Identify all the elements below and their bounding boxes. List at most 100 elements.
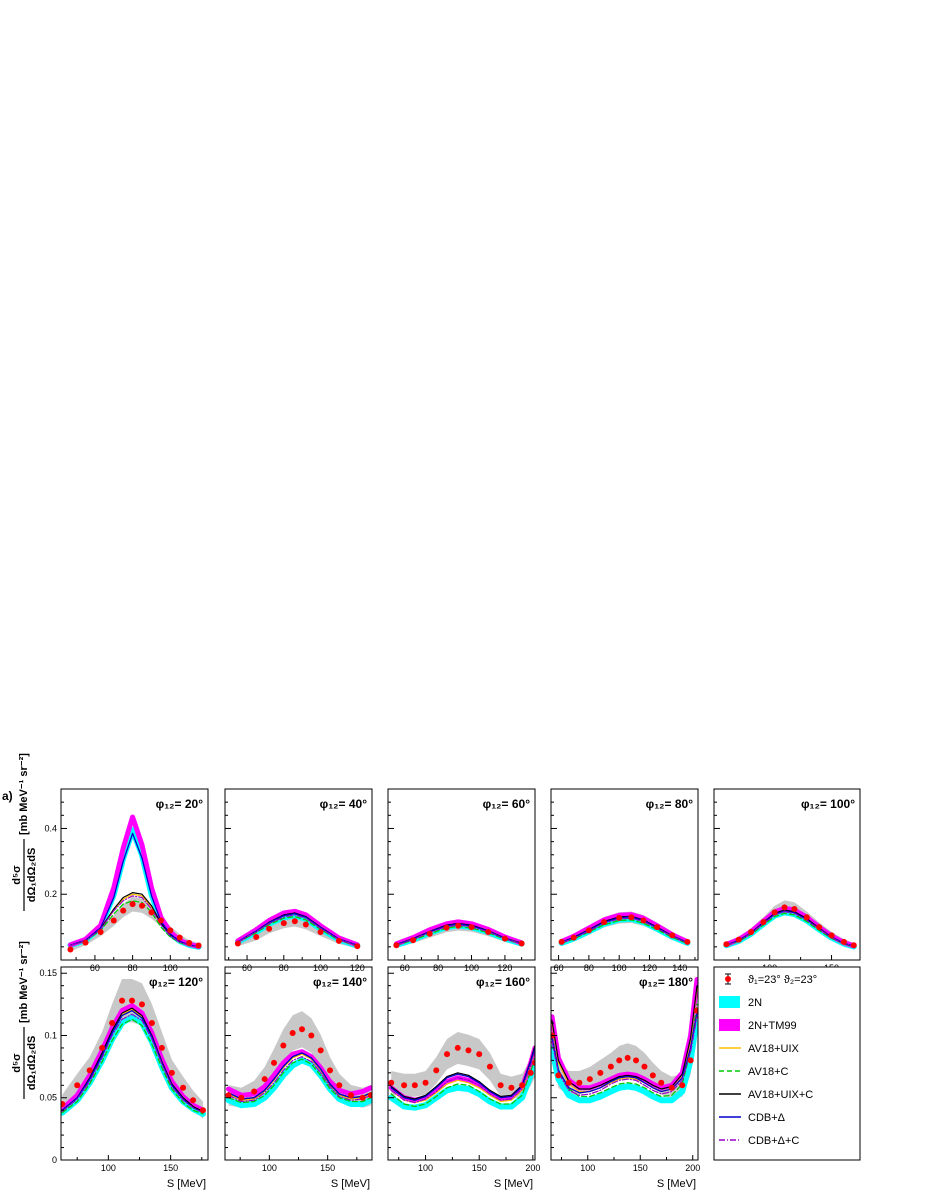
data-point — [158, 1044, 165, 1051]
data-point — [601, 919, 608, 926]
series-line-av18-c — [390, 1057, 535, 1108]
data-point — [532, 1059, 535, 1066]
data-point — [616, 914, 623, 921]
data-point — [200, 1107, 207, 1114]
series-line-cdb-delta-c — [551, 1016, 698, 1096]
data-point — [336, 1082, 343, 1089]
panel-3: 60 80 100 120 φ₁₂= 60° — [387, 788, 536, 973]
legend-item-cdb-delta: CDB+Δ — [719, 1112, 786, 1124]
series-line-cdb-delta — [390, 1047, 535, 1101]
x-tick-label: 120 — [497, 963, 512, 973]
series-line-cdb-delta-c — [227, 1056, 372, 1103]
y-tick-label: 0.4 — [44, 823, 57, 833]
x-axis-label: S [MeV] — [167, 1178, 206, 1190]
data-point — [668, 1084, 675, 1091]
series-line-2n — [67, 827, 202, 950]
x-tick-label: 120 — [350, 963, 365, 973]
legend-swatch — [719, 1019, 740, 1031]
x-tick-label: 100 — [101, 1163, 116, 1173]
x-tick-label: 100 — [464, 963, 479, 973]
data-point — [299, 1026, 305, 1033]
series-line-av18-uix — [227, 1053, 372, 1101]
data-point — [616, 1057, 623, 1064]
y-tick-label: 0.05 — [39, 1093, 57, 1103]
x-tick-label: 200 — [525, 1163, 540, 1173]
x-axis-label: S [MeV] — [494, 1178, 533, 1190]
y-label-numerator: d⁵σ — [11, 1053, 23, 1073]
x-tick-label: 80 — [128, 963, 138, 973]
y-axis-label: d⁵σ dΩ₁dΩ₂dS [mb MeV⁻¹ sr⁻²] — [11, 753, 38, 911]
data-point — [225, 1092, 232, 1099]
legend-item-data: ϑ₁=23° ϑ₂=23° — [725, 973, 817, 986]
panel-7: 100 150 φ₁₂= 140° S [MeV] — [224, 966, 373, 1190]
legend-label: CDB+Δ — [748, 1112, 786, 1124]
y-label-denominator: dΩ₁dΩ₂dS — [26, 1036, 38, 1091]
data-point — [519, 1082, 526, 1089]
x-tick-label: 150 — [633, 1163, 648, 1173]
legend-label: ϑ₁=23° ϑ₂=23° — [748, 974, 817, 986]
x-tick-label: 150 — [163, 1163, 178, 1173]
legend-label: AV18+UIX — [748, 1043, 800, 1055]
y-label-denominator: dΩ₁dΩ₂dS — [26, 848, 38, 903]
data-point — [253, 933, 260, 940]
series-line-cdb-delta-c — [61, 1013, 204, 1114]
data-point — [468, 924, 475, 931]
legend: ϑ₁=23° ϑ₂=23° 2N 2N+TM99 AV18+UIX AV18+C AV18… — [713, 966, 861, 1161]
series-line-cdb-delta-c — [725, 911, 855, 948]
data-point — [327, 1067, 333, 1074]
data-point — [640, 917, 647, 924]
plot-frame — [224, 788, 373, 961]
data-point — [280, 920, 287, 927]
data-point — [624, 1054, 631, 1061]
x-tick-label: 80 — [584, 963, 594, 973]
legend-label: 2N+TM99 — [748, 1020, 797, 1032]
x-tick-label: 60 — [90, 963, 100, 973]
panel-4: 60 80 100 120 140 φ₁₂= 80° — [550, 788, 699, 973]
legend-label: AV18+UIX+C — [748, 1089, 813, 1101]
x-tick-label: 60 — [554, 963, 564, 973]
data-point — [791, 906, 798, 913]
data-point — [74, 1082, 81, 1089]
data-point — [251, 1088, 258, 1095]
plot-frame — [550, 966, 699, 1161]
data-point — [317, 1047, 324, 1054]
data-point — [669, 932, 676, 939]
series-line-2n — [551, 1013, 698, 1104]
data-point — [139, 902, 146, 909]
x-tick-label: 120 — [642, 963, 657, 973]
plot-area — [723, 900, 857, 950]
series-line-cdb-delta-c — [561, 917, 688, 944]
x-tick-label: 100 — [418, 1163, 433, 1173]
panel-title: φ₁₂= 180° — [639, 975, 693, 989]
data-uncertainty-band — [552, 990, 697, 1099]
data-point — [190, 1097, 197, 1104]
y-tick-label: 0 — [52, 1155, 57, 1165]
series-line-cdb-delta — [237, 912, 358, 946]
data-point — [271, 1059, 277, 1066]
plot-frame — [60, 788, 209, 961]
data-point — [388, 1079, 395, 1086]
data-point — [684, 938, 691, 945]
data-point — [410, 937, 417, 944]
legend-label: CDB+Δ+C — [748, 1135, 799, 1147]
data-uncertainty-band — [70, 896, 199, 952]
series-line-cdb-delta-c — [395, 924, 523, 946]
legend-label: 2N — [748, 997, 762, 1009]
series-line-2n — [723, 909, 857, 950]
series-line-2n-tm99 — [226, 1049, 372, 1098]
x-axis-label: S [MeV] — [331, 1178, 370, 1190]
series-line-2n-tm99 — [551, 977, 698, 1091]
data-point — [261, 1076, 268, 1083]
data-point — [120, 907, 127, 914]
data-point — [61, 1100, 66, 1107]
data-point — [641, 1063, 648, 1070]
legend-item-av18-uix: AV18+UIX — [719, 1043, 800, 1055]
x-axis-label: S [MeV] — [657, 1178, 696, 1190]
data-point — [570, 934, 577, 941]
data-point — [443, 924, 450, 931]
panel-title: φ₁₂= 40° — [320, 797, 368, 811]
data-point — [168, 1069, 175, 1076]
data-point — [99, 1044, 106, 1051]
panel-title: φ₁₂= 20° — [156, 797, 204, 811]
data-point — [760, 919, 767, 926]
